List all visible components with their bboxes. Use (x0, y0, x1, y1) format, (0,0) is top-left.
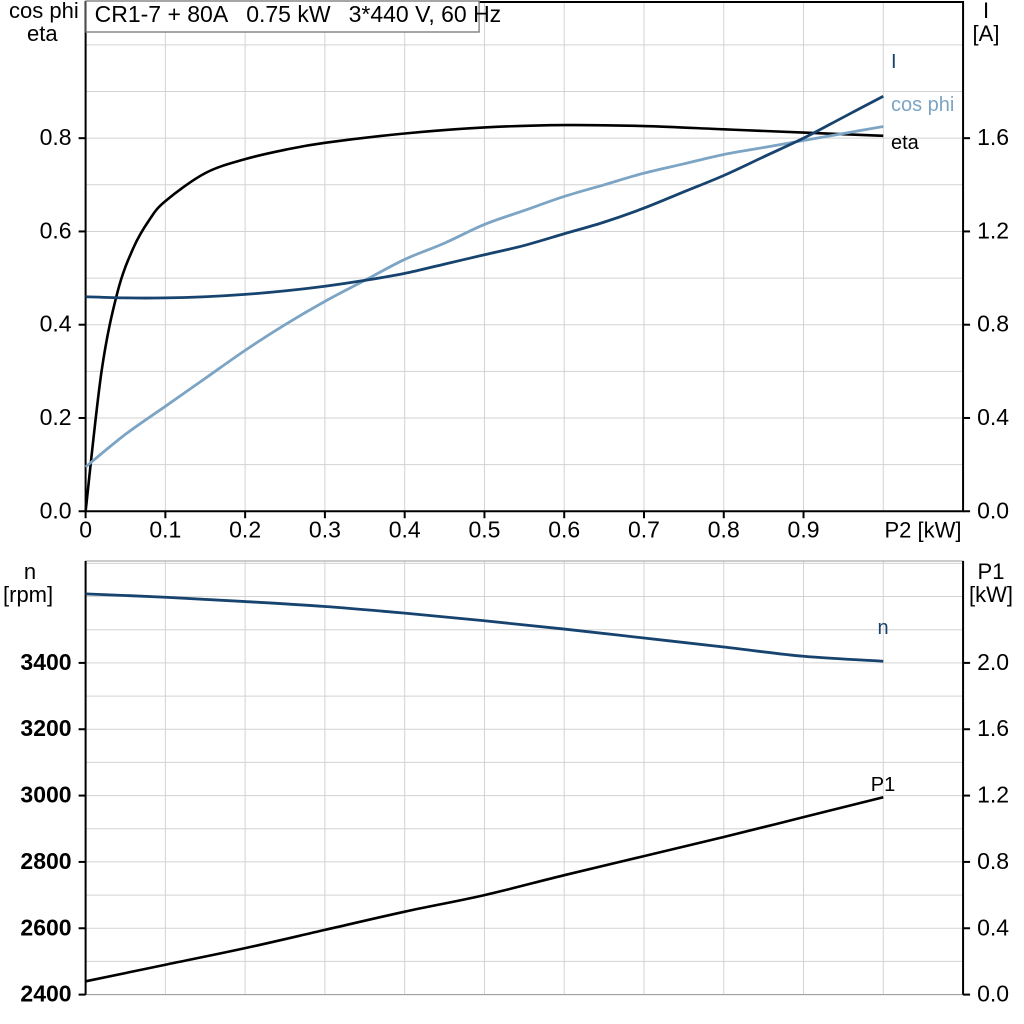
svg-text:2.0: 2.0 (977, 649, 1009, 675)
svg-text:0.4: 0.4 (977, 404, 1009, 430)
svg-text:0.0: 0.0 (977, 981, 1009, 1007)
svg-text:cos phi: cos phi (9, 0, 79, 23)
svg-text:3200: 3200 (20, 715, 71, 741)
svg-text:[kW]: [kW] (969, 582, 1013, 607)
svg-text:eta: eta (891, 132, 920, 154)
svg-text:0.8: 0.8 (708, 516, 740, 542)
svg-text:[A]: [A] (973, 21, 1000, 46)
svg-text:0.2: 0.2 (229, 516, 261, 542)
svg-text:1.6: 1.6 (977, 124, 1009, 150)
svg-text:[rpm]: [rpm] (3, 582, 53, 607)
svg-text:P1: P1 (978, 559, 1005, 584)
svg-text:0.2: 0.2 (40, 404, 72, 430)
svg-text:I: I (891, 51, 897, 73)
svg-text:0.4: 0.4 (977, 914, 1009, 940)
svg-text:3400: 3400 (20, 649, 71, 675)
svg-text:1.2: 1.2 (977, 217, 1009, 243)
svg-text:2800: 2800 (20, 848, 71, 874)
svg-text:n: n (877, 617, 888, 639)
svg-text:0: 0 (79, 516, 92, 542)
svg-text:1.6: 1.6 (977, 715, 1009, 741)
svg-text:0.1: 0.1 (149, 516, 181, 542)
svg-text:P1: P1 (871, 774, 895, 796)
svg-text:0.8: 0.8 (977, 311, 1009, 337)
svg-text:0.0: 0.0 (977, 497, 1009, 523)
svg-text:P2 [kW]: P2 [kW] (884, 517, 961, 542)
svg-text:0.8: 0.8 (977, 848, 1009, 874)
svg-text:0.6: 0.6 (548, 516, 580, 542)
svg-text:0.4: 0.4 (389, 516, 421, 542)
svg-text:0.0: 0.0 (40, 497, 72, 523)
svg-text:0.6: 0.6 (40, 217, 72, 243)
svg-text:3000: 3000 (20, 782, 71, 808)
svg-text:0.8: 0.8 (40, 124, 72, 150)
svg-text:0.5: 0.5 (468, 516, 500, 542)
svg-text:2400: 2400 (20, 981, 71, 1007)
svg-text:0.7: 0.7 (628, 516, 660, 542)
svg-text:n: n (24, 559, 36, 584)
svg-text:1.2: 1.2 (977, 782, 1009, 808)
svg-text:2600: 2600 (20, 914, 71, 940)
svg-text:cos phi: cos phi (891, 94, 954, 116)
svg-text:0.3: 0.3 (309, 516, 341, 542)
svg-text:eta: eta (27, 21, 58, 46)
svg-text:0.4: 0.4 (40, 311, 72, 337)
svg-text:I: I (983, 0, 989, 23)
svg-text:0.9: 0.9 (788, 516, 820, 542)
